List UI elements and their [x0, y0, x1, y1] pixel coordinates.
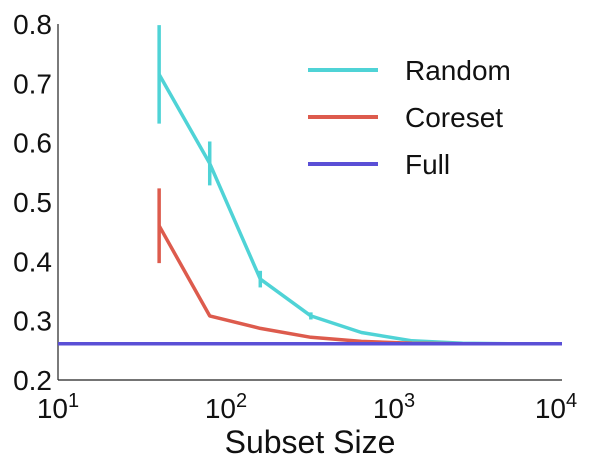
y-tick-label: 0.6: [13, 128, 52, 159]
legend-label-random: Random: [405, 55, 511, 86]
legend: Random Coreset Full: [308, 55, 511, 180]
y-tick-label: 0.5: [13, 187, 52, 218]
x-axis-label: Subset Size: [225, 424, 396, 460]
x-tick-exponent: 3: [404, 390, 415, 412]
plot-area: [57, 24, 562, 381]
x-tick-exponent: 2: [236, 390, 247, 412]
x-tick-base: 10: [205, 393, 236, 424]
legend-label-coreset: Coreset: [405, 102, 503, 133]
x-tick-label: 104: [535, 390, 577, 424]
x-tick-exponent: 1: [68, 390, 79, 412]
x-tick-label: 103: [373, 390, 415, 424]
x-tick-label: 101: [37, 390, 79, 424]
legend-label-full: Full: [405, 149, 450, 180]
y-axis-ticks: 0.2 0.3 0.4 0.5 0.6 0.7 0.8: [13, 9, 52, 396]
x-tick-label: 102: [205, 390, 247, 424]
series-line-coreset: [157, 224, 562, 346]
x-axis-ticks: 101 102 103 104: [37, 390, 577, 424]
y-tick-label: 0.2: [13, 365, 52, 396]
y-tick-label: 0.8: [13, 9, 52, 40]
x-tick-base: 10: [373, 393, 404, 424]
y-tick-label: 0.7: [13, 68, 52, 99]
y-tick-label: 0.4: [13, 246, 52, 277]
x-tick-exponent: 4: [566, 390, 577, 412]
x-tick-base: 10: [535, 393, 566, 424]
x-tick-base: 10: [37, 393, 68, 424]
y-tick-label: 0.3: [13, 306, 52, 337]
